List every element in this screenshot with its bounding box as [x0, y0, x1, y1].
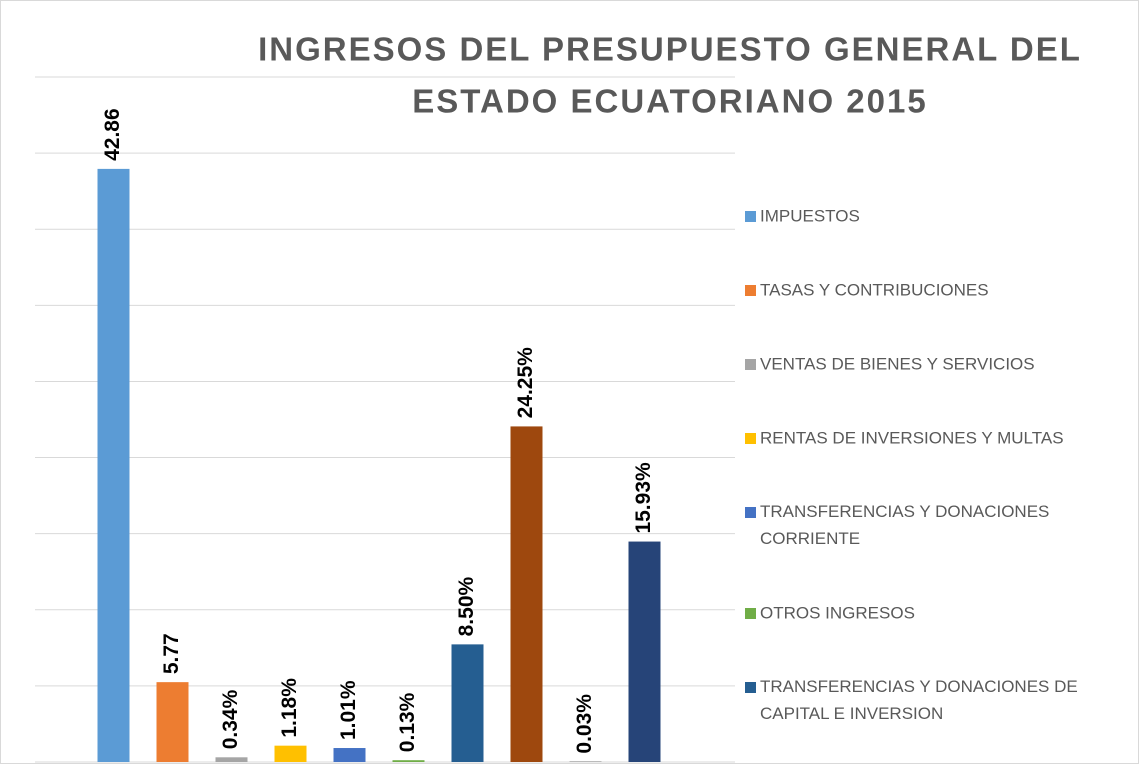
legend-swatch [745, 433, 756, 444]
bar [215, 757, 248, 762]
legend-line: CAPITAL E INVERSION [760, 704, 943, 723]
legend-swatch [745, 359, 756, 370]
data-label: 24.25% [514, 347, 537, 419]
bar [510, 426, 543, 762]
data-label: 1.01% [337, 680, 360, 740]
bar [333, 748, 366, 762]
legend-label: RENTAS DE INVERSIONES Y MULTAS [760, 428, 1064, 447]
legend-label: IMPUESTOS [760, 206, 860, 225]
legend-swatch [745, 285, 756, 296]
legend-label: VENTAS DE BIENES Y SERVICIOS [760, 354, 1035, 373]
data-label: 0.03% [573, 694, 596, 754]
bar [156, 682, 189, 762]
chart-title: INGRESOS DEL PRESUPUESTO GENERAL DEL [258, 31, 1082, 68]
data-label: 0.13% [396, 692, 419, 752]
legend-swatch [745, 608, 756, 619]
data-label: 42.86 [101, 108, 124, 161]
data-label: 1.18% [278, 678, 301, 738]
bar [274, 745, 307, 762]
bar [392, 760, 425, 762]
data-label: 0.34% [219, 689, 242, 749]
legend-swatch [745, 682, 756, 693]
legend-line: TRANSFERENCIAS Y DONACIONES DE [760, 677, 1082, 696]
bar [97, 168, 130, 763]
legend-line: TRANSFERENCIAS Y DONACIONES [760, 502, 1054, 521]
legend-swatch [745, 211, 756, 222]
legend-label: TRANSFERENCIAS Y DONACIONES DE CAPITAL E… [760, 677, 1082, 723]
data-label: 5.77 [160, 633, 183, 674]
data-label: 8.50% [455, 577, 478, 637]
data-label: 15.93% [632, 462, 655, 534]
bar [628, 541, 661, 762]
legend-swatch [745, 507, 756, 518]
legend-label: OTROS INGRESOS [760, 603, 915, 622]
chart-title: ESTADO ECUATORIANO 2015 [412, 83, 927, 120]
legend-label: TRANSFERENCIAS Y DONACIONES CORRIENTE [760, 502, 1054, 548]
bar [451, 644, 484, 762]
legend-label: TASAS Y CONTRIBUCIONES [760, 280, 989, 299]
legend-line: CORRIENTE [760, 529, 860, 548]
